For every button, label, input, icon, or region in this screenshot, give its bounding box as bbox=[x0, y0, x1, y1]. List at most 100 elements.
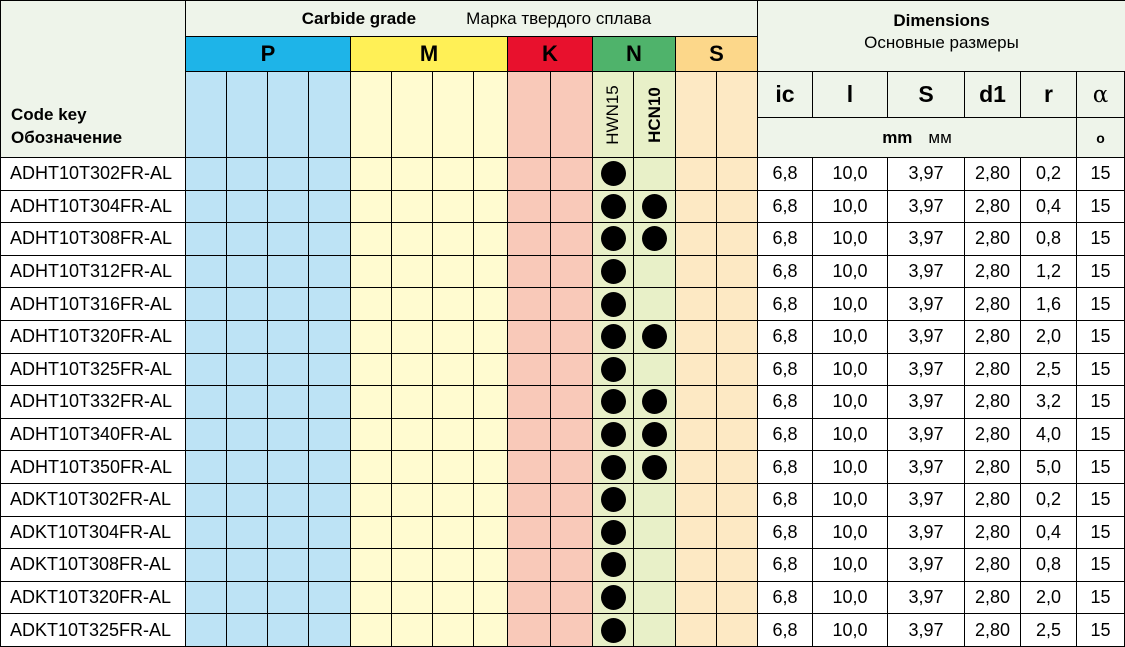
grade-cell bbox=[633, 287, 676, 321]
grade-cell bbox=[633, 515, 676, 550]
grade-cell bbox=[716, 450, 758, 484]
code: ADHT10T350FR-AL bbox=[10, 456, 173, 477]
code: ADHT10T340FR-AL bbox=[10, 424, 173, 445]
grade-cell bbox=[226, 157, 268, 191]
availability-dot bbox=[642, 193, 667, 219]
grade-cell bbox=[185, 157, 227, 191]
unit: mm bbox=[882, 127, 913, 147]
grade-cell bbox=[550, 417, 593, 452]
grade-cell bbox=[308, 189, 351, 224]
dimension-cell: 6,8 bbox=[757, 548, 813, 582]
dimension-cell: 15 bbox=[1076, 157, 1125, 191]
dimension-value: 2,80 bbox=[974, 195, 1011, 216]
dimension-cell: 2,80 bbox=[964, 515, 1021, 550]
dimension-value: 10,0 bbox=[832, 456, 868, 477]
grade-column-header bbox=[308, 71, 351, 158]
grade-cell bbox=[716, 254, 758, 289]
grade-cell bbox=[391, 483, 433, 517]
dimension-cell: 10,0 bbox=[812, 320, 888, 354]
code-cell: ADHT10T340FR-AL bbox=[0, 417, 186, 452]
grade-cell bbox=[507, 222, 551, 256]
grade-cell bbox=[432, 450, 474, 484]
dimension-value: 3,97 bbox=[908, 261, 944, 282]
dimension-value: 10,0 bbox=[832, 195, 868, 216]
code-cell: ADKT10T304FR-AL bbox=[0, 515, 186, 550]
availability-dot bbox=[600, 226, 626, 252]
dimension-cell: 6,8 bbox=[757, 352, 813, 387]
grade-cell bbox=[592, 548, 634, 582]
code-cell: ADKT10T325FR-AL bbox=[0, 613, 186, 647]
grade-cell bbox=[592, 254, 634, 289]
grade-group-label: M bbox=[419, 41, 439, 66]
dimension-cell: 3,97 bbox=[887, 189, 965, 224]
grade-cell bbox=[507, 417, 551, 452]
grade-cell bbox=[473, 189, 508, 224]
grade-column-header bbox=[391, 71, 433, 158]
grade-cell bbox=[350, 613, 392, 647]
dimension-cell: 2,80 bbox=[964, 254, 1021, 289]
dimension-value: 6,8 bbox=[772, 587, 798, 608]
grade-column-header bbox=[716, 71, 758, 158]
grade-cell bbox=[675, 417, 717, 452]
grade-cell bbox=[507, 515, 551, 550]
dimension-column-header: l bbox=[812, 71, 888, 118]
dimension-cell: 3,97 bbox=[887, 320, 965, 354]
grade-cell bbox=[592, 222, 634, 256]
grade-cell bbox=[633, 613, 676, 647]
dimension-value: 1,6 bbox=[1035, 293, 1062, 314]
grade-cell bbox=[716, 222, 758, 256]
dimension-value: 15 bbox=[1090, 619, 1111, 640]
dimension-value: 10,0 bbox=[832, 587, 868, 608]
dimension-cell: 3,97 bbox=[887, 613, 965, 647]
grade-cell bbox=[308, 352, 351, 387]
grade-cell bbox=[432, 613, 474, 647]
grade-cell bbox=[185, 385, 227, 419]
grade-group: K bbox=[507, 36, 593, 72]
grade-cell bbox=[391, 222, 433, 256]
code-key: Code key bbox=[11, 105, 87, 124]
grade-cell bbox=[507, 483, 551, 517]
dimension-cell: 1,2 bbox=[1020, 254, 1077, 289]
grade-cell bbox=[267, 613, 309, 647]
dimension-value: 15 bbox=[1090, 163, 1111, 184]
grade-cell bbox=[592, 483, 634, 517]
dimension-cell: 6,8 bbox=[757, 483, 813, 517]
carbide-grade: Carbide grade bbox=[301, 8, 417, 28]
grade-cell bbox=[473, 580, 508, 615]
code-cell: ADHT10T350FR-AL bbox=[0, 450, 186, 484]
dimension-cell: 15 bbox=[1076, 352, 1125, 387]
grade-cell bbox=[432, 222, 474, 256]
grade-cell bbox=[185, 222, 227, 256]
grade-column-header bbox=[473, 71, 508, 158]
grade-cell bbox=[308, 483, 351, 517]
grade-cell bbox=[391, 287, 433, 321]
dimension-value: 10,0 bbox=[832, 293, 868, 314]
dimension-value: 6,8 bbox=[772, 619, 798, 640]
dimension-cell: 2,0 bbox=[1020, 580, 1077, 615]
dimension-cell: 15 bbox=[1076, 222, 1125, 256]
dimension-value: 10,0 bbox=[832, 489, 868, 510]
grade-cell bbox=[550, 548, 593, 582]
dimension-name: α bbox=[1092, 81, 1109, 108]
grade-cell bbox=[226, 515, 268, 550]
dimension-cell: 6,8 bbox=[757, 580, 813, 615]
grade-cell bbox=[550, 515, 593, 550]
grade-group-label: S bbox=[709, 41, 724, 66]
grade-cell bbox=[391, 320, 433, 354]
dimension-cell: 15 bbox=[1076, 189, 1125, 224]
dimension-value: 0,4 bbox=[1035, 195, 1062, 216]
grade-cell bbox=[432, 287, 474, 321]
grade-name: HCN10 bbox=[644, 86, 664, 143]
dimension-value: 6,8 bbox=[772, 521, 798, 542]
grade-cell bbox=[592, 450, 634, 484]
dimension-cell: 3,97 bbox=[887, 254, 965, 289]
dimension-value: 15 bbox=[1090, 195, 1111, 216]
grade-cell bbox=[473, 613, 508, 647]
grade-cell bbox=[592, 613, 634, 647]
dimension-cell: 3,97 bbox=[887, 580, 965, 615]
dimension-value: 10,0 bbox=[832, 358, 868, 379]
dimension-cell: 15 bbox=[1076, 417, 1125, 452]
code-cell: ADKT10T308FR-AL bbox=[0, 548, 186, 582]
dimension-cell: 10,0 bbox=[812, 417, 888, 452]
grade-cell bbox=[675, 189, 717, 224]
